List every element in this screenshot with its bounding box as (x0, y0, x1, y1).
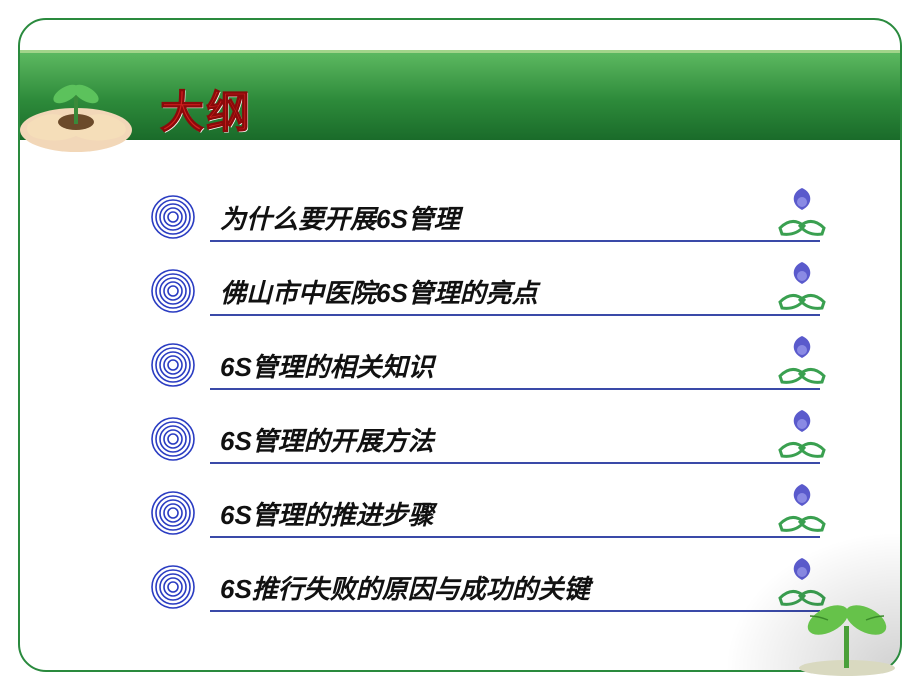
outline-item-label: 6S推行失败的原因与成功的关键 (220, 569, 590, 606)
spiral-bullet-icon (150, 268, 196, 314)
outline-list: 为什么要开展6S管理 佛山市中医院6S管理的亮点 (150, 180, 820, 624)
item-underline (210, 314, 820, 316)
outline-item-label: 6S管理的开展方法 (220, 421, 434, 458)
outline-item-label: 6S管理的相关知识 (220, 347, 434, 384)
outline-item: 为什么要开展6S管理 (150, 180, 820, 254)
header-band (20, 50, 900, 140)
sprout-icon (792, 586, 902, 676)
item-underline (210, 240, 820, 242)
spiral-bullet-icon (150, 564, 196, 610)
outline-item: 6S推行失败的原因与成功的关键 (150, 550, 820, 624)
item-underline (210, 610, 820, 612)
outline-item: 6S管理的开展方法 (150, 402, 820, 476)
item-underline (210, 462, 820, 464)
outline-item-label: 为什么要开展6S管理 (220, 199, 460, 236)
flower-ornament-icon (774, 184, 830, 244)
outline-item-label: 佛山市中医院6S管理的亮点 (220, 273, 538, 310)
outline-item: 佛山市中医院6S管理的亮点 (150, 254, 820, 328)
spiral-bullet-icon (150, 194, 196, 240)
slide-frame: 大纲 为什么要开展6S管理 (18, 18, 902, 672)
hands-seedling-icon (18, 66, 148, 156)
spiral-bullet-icon (150, 342, 196, 388)
spiral-bullet-icon (150, 490, 196, 536)
outline-item-label: 6S管理的推进步骤 (220, 495, 434, 532)
flower-ornament-icon (774, 406, 830, 466)
flower-ornament-icon (774, 480, 830, 540)
item-underline (210, 536, 820, 538)
item-underline (210, 388, 820, 390)
slide-title: 大纲 (160, 76, 252, 140)
spiral-bullet-icon (150, 416, 196, 462)
outline-item: 6S管理的相关知识 (150, 328, 820, 402)
outline-item: 6S管理的推进步骤 (150, 476, 820, 550)
flower-ornament-icon (774, 332, 830, 392)
flower-ornament-icon (774, 258, 830, 318)
